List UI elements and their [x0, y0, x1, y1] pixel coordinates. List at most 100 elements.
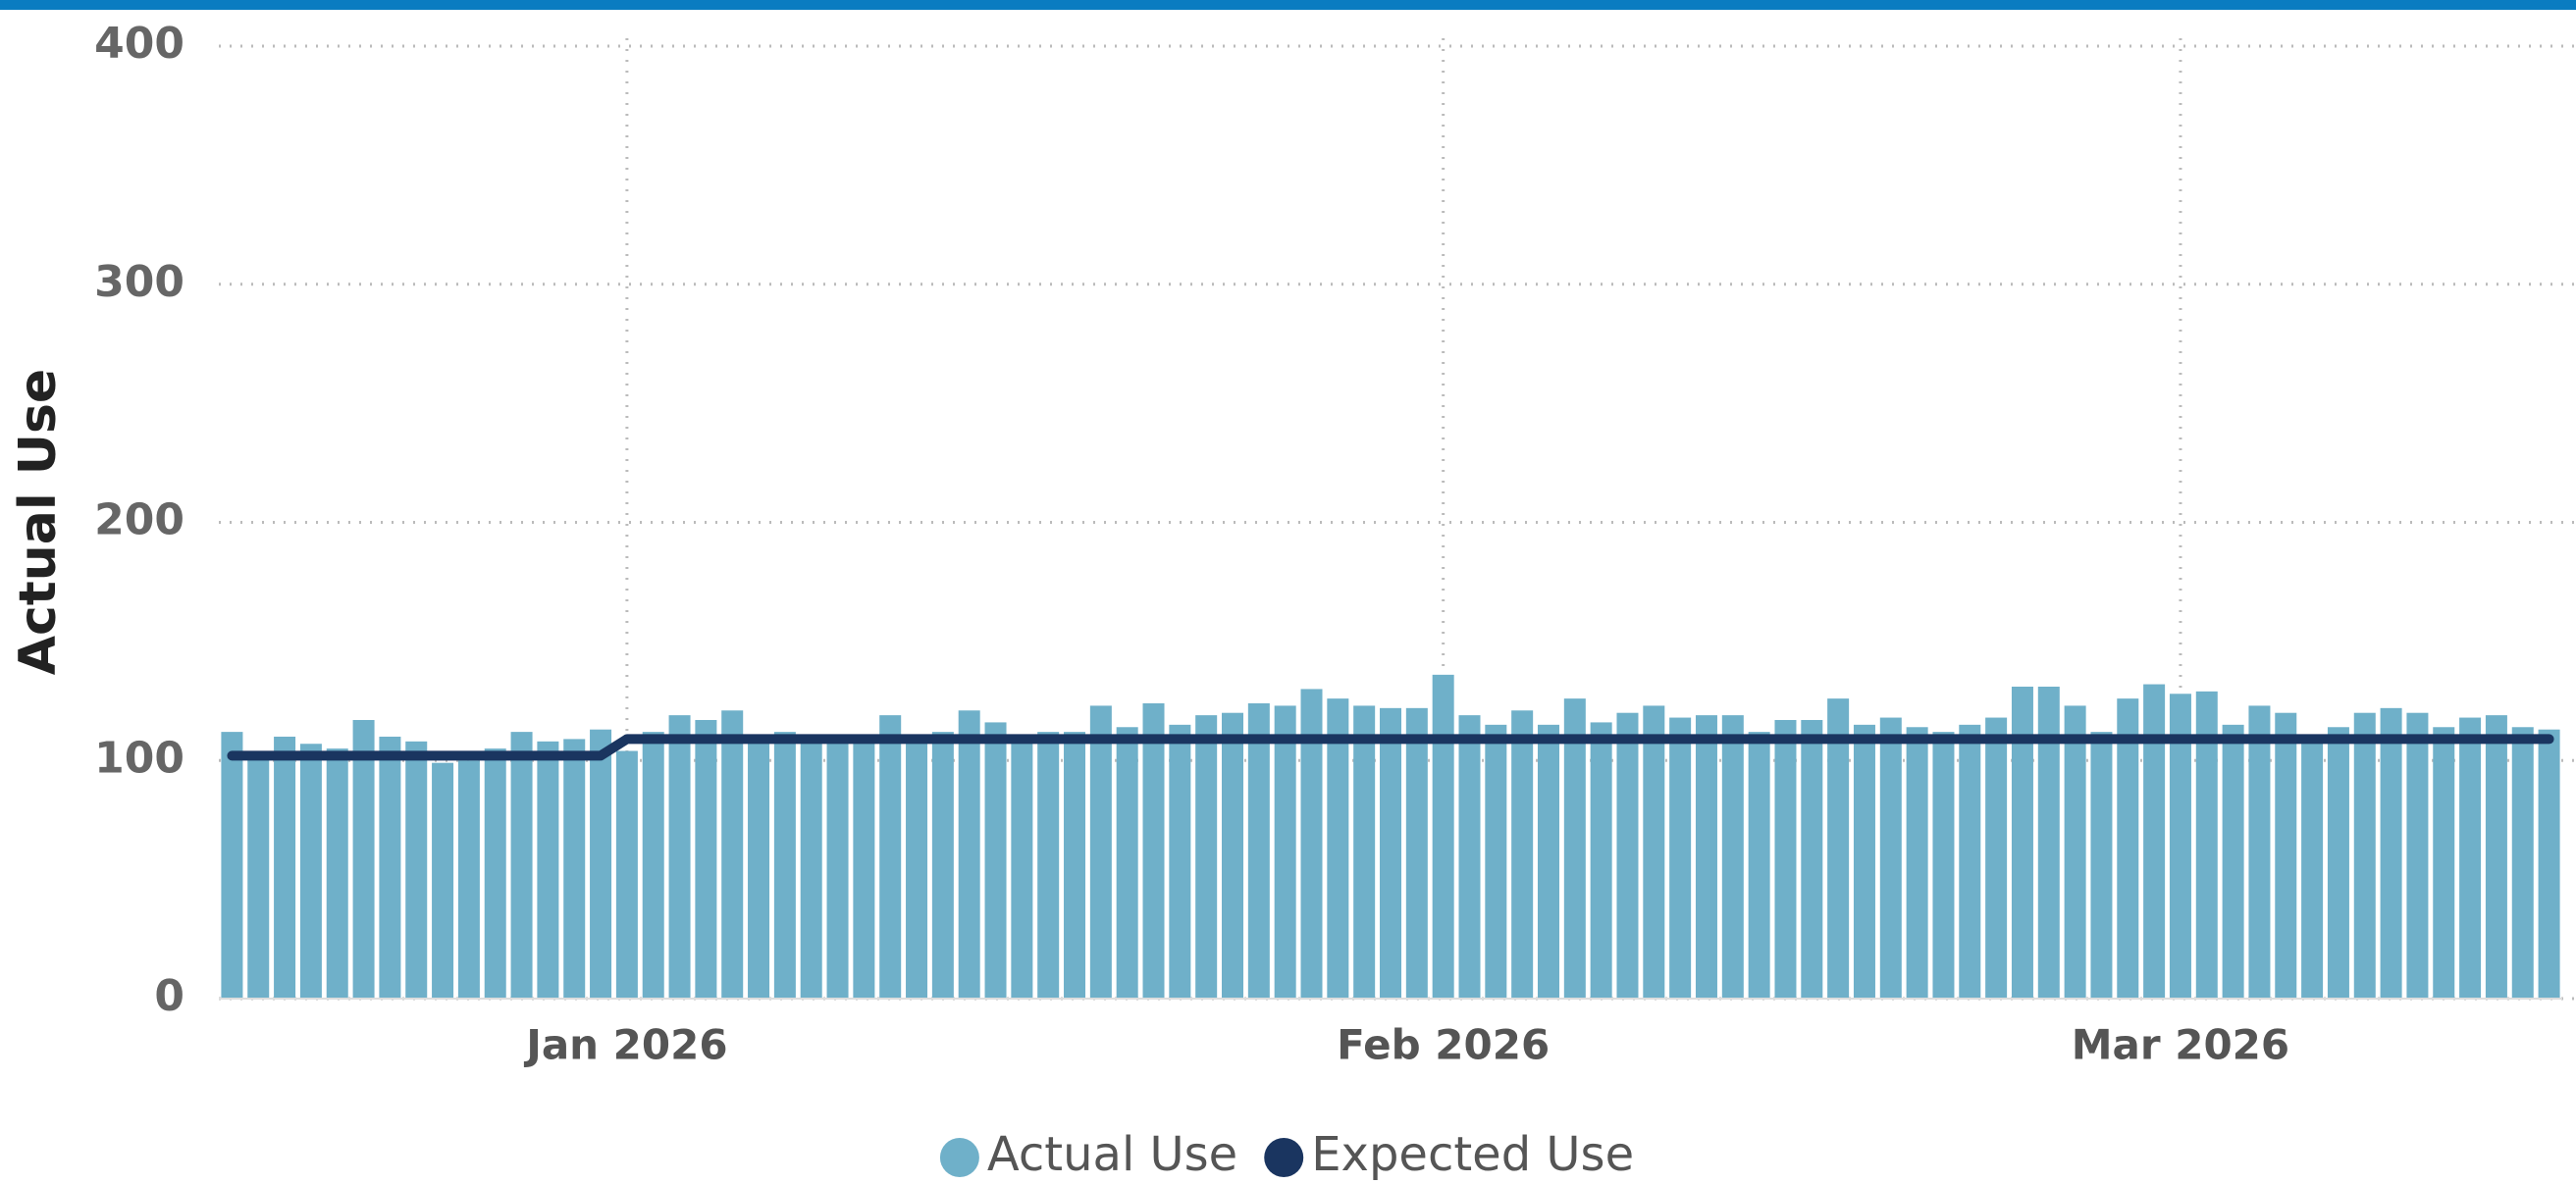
- bar: [2459, 717, 2482, 999]
- bar: [1405, 707, 1428, 999]
- bar: [2327, 727, 2349, 999]
- bar: [1801, 719, 1823, 999]
- bar: [457, 760, 480, 999]
- bar: [537, 741, 559, 999]
- y-tick-label: 400: [94, 19, 184, 69]
- bar: [721, 710, 744, 999]
- y-tick-label: 100: [94, 733, 184, 783]
- bar: [2485, 715, 2507, 999]
- legend-marker: [939, 1138, 979, 1177]
- bar: [2353, 712, 2376, 999]
- bar: [2406, 712, 2429, 999]
- bar: [1590, 722, 1612, 999]
- bar: [405, 741, 428, 999]
- bar: [906, 741, 928, 999]
- bar: [510, 732, 533, 999]
- bar: [931, 732, 954, 999]
- bar: [2433, 727, 2455, 999]
- bar: [1169, 724, 1191, 999]
- bar: [748, 739, 770, 999]
- bar: [2117, 698, 2139, 999]
- bar: [2380, 707, 2402, 999]
- bar: [642, 732, 664, 999]
- bar: [1669, 717, 1692, 999]
- bar: [352, 719, 375, 999]
- bar: [2090, 732, 2113, 999]
- bar: [1116, 727, 1138, 999]
- bar: [1142, 702, 1165, 999]
- bar: [853, 741, 875, 999]
- bar: [773, 732, 796, 999]
- bar: [958, 710, 980, 999]
- bar: [2511, 727, 2534, 999]
- bar: [2011, 686, 2033, 999]
- bar: [2248, 705, 2271, 999]
- bar: [1721, 715, 1744, 999]
- bar: [274, 736, 296, 999]
- y-tick-label: 0: [154, 971, 184, 1021]
- bar: [879, 715, 902, 999]
- bar: [1458, 715, 1481, 999]
- bar: [1774, 719, 1797, 999]
- bar: [326, 748, 348, 999]
- legend-marker: [1264, 1138, 1304, 1177]
- bar: [379, 736, 401, 999]
- bar: [2169, 694, 2191, 999]
- bar: [1853, 724, 1875, 999]
- bar: [484, 748, 506, 999]
- bar: [2064, 705, 2086, 999]
- bar: [1432, 674, 1454, 999]
- x-tick-label: Mar 2026: [2072, 1021, 2289, 1069]
- bar: [1379, 707, 1402, 999]
- bar: [221, 732, 243, 999]
- top-border: [0, 0, 2576, 10]
- bar: [1695, 715, 1717, 999]
- bar: [1879, 717, 1902, 999]
- bar: [1300, 689, 1323, 999]
- bar: [2195, 691, 2218, 999]
- bar: [247, 750, 270, 999]
- bar: [1089, 705, 1112, 999]
- bar: [615, 750, 638, 999]
- bar: [2301, 736, 2324, 999]
- bar: [590, 729, 612, 999]
- line: [227, 734, 2554, 761]
- bar: [695, 719, 717, 999]
- bar: [1485, 724, 1507, 999]
- bar: [1247, 702, 1270, 999]
- bar: [2538, 729, 2560, 999]
- y-tick-label: 300: [94, 257, 184, 307]
- bar: [668, 715, 691, 999]
- bar: [2222, 724, 2244, 999]
- y-axis-title: Actual Use: [9, 369, 68, 675]
- bar: [2037, 686, 2060, 999]
- bar: [1274, 705, 1296, 999]
- y-tick-label: 200: [94, 495, 184, 545]
- x-tick-label: Feb 2026: [1337, 1021, 1550, 1069]
- bar: [1011, 741, 1033, 999]
- bar: [432, 762, 454, 999]
- bar: [1195, 715, 1218, 999]
- bar: [1748, 732, 1770, 999]
- bar: [1563, 698, 1586, 999]
- legend-label: Actual Use: [987, 1127, 1237, 1182]
- bar: [1643, 705, 1665, 999]
- bar: [2143, 684, 2166, 999]
- bar: [800, 736, 822, 999]
- bar: [563, 739, 586, 999]
- bar: [826, 741, 849, 999]
- bar: [1616, 712, 1639, 999]
- bar: [1353, 705, 1376, 999]
- x-tick-label: Jan 2026: [523, 1021, 727, 1069]
- bar: [299, 744, 322, 999]
- bar: [1985, 717, 2008, 999]
- bar: [984, 722, 1007, 999]
- bar: [1327, 698, 1349, 999]
- bar: [1906, 727, 1928, 999]
- bar: [1222, 712, 1244, 999]
- bar: [1037, 732, 1060, 999]
- bar: [1511, 710, 1534, 999]
- bar: [2275, 712, 2297, 999]
- bar: [1064, 732, 1086, 999]
